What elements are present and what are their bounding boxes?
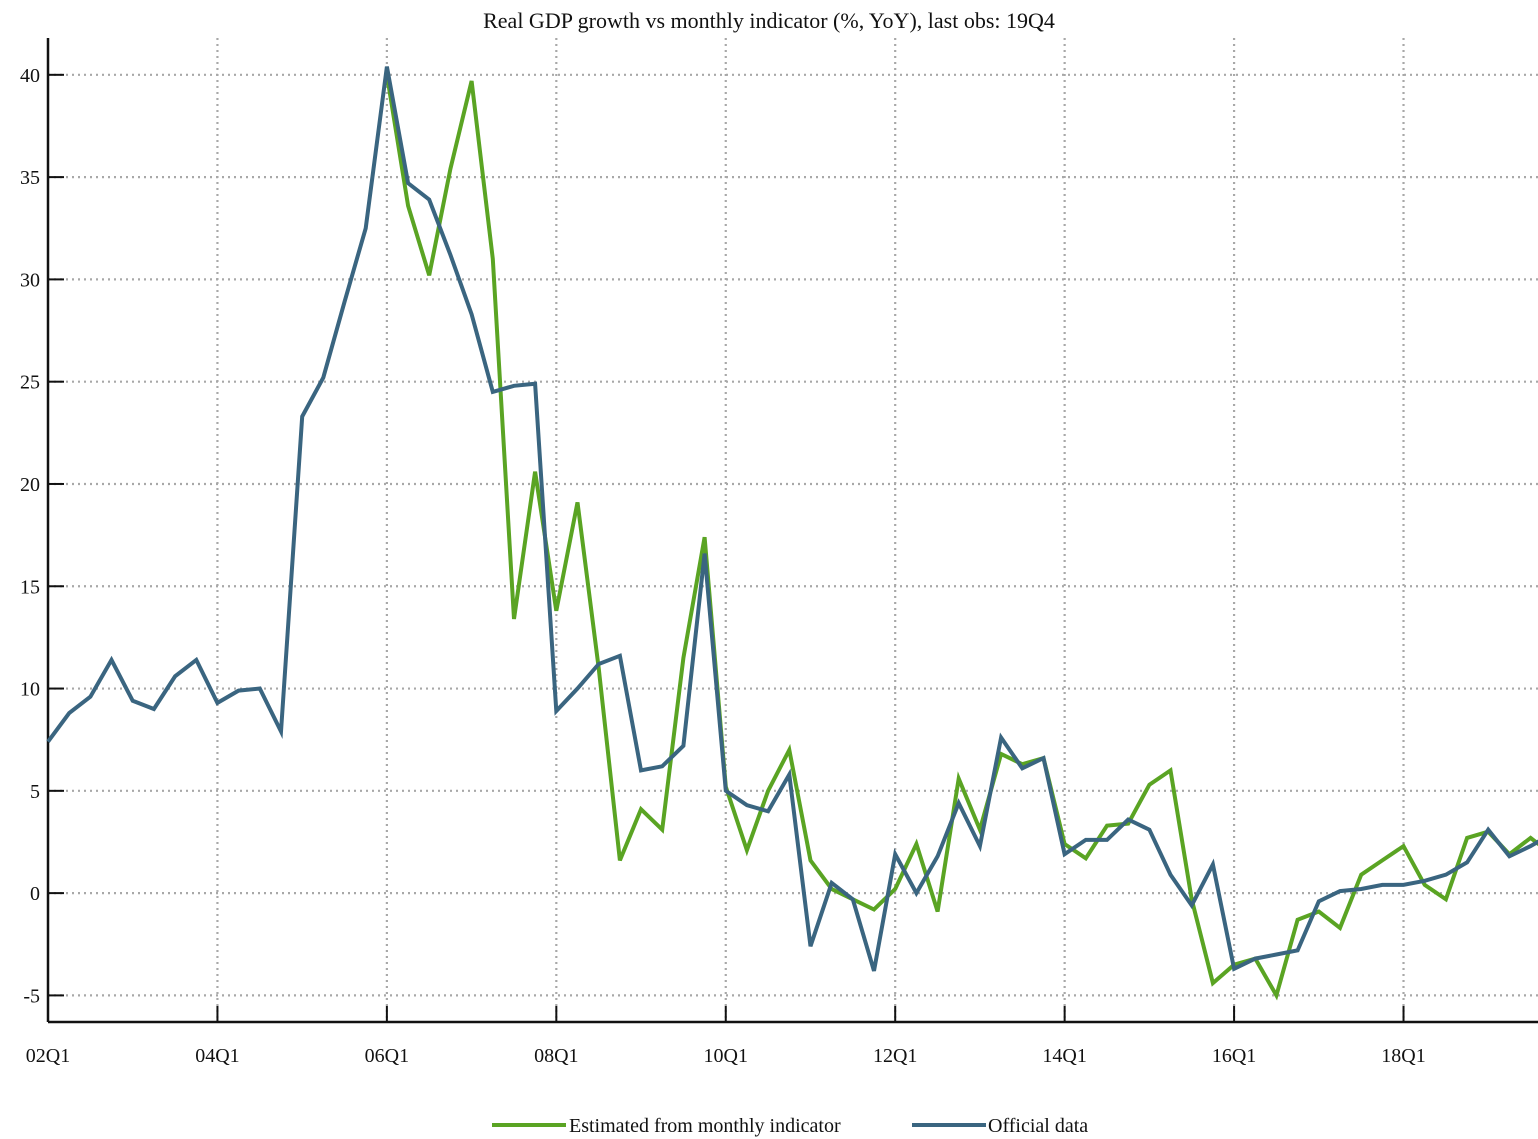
- x-tick-label: 06Q1: [365, 1045, 409, 1067]
- series-line-official: [46, 66, 1538, 972]
- x-tick-label: 12Q1: [873, 1045, 917, 1067]
- y-tick-label: 40: [20, 65, 40, 87]
- y-tick-label: 0: [30, 883, 40, 905]
- chart-title: Real GDP growth vs monthly indicator (%,…: [483, 8, 1055, 33]
- axes: -5 0 5 10 15 20 25 30 35 40 02Q1 04Q1 06Q1 08Q1 10Q1 12…: [20, 38, 1538, 1067]
- legend-label: Estimated from monthly indicator: [569, 1115, 841, 1137]
- legend-label: Official data: [988, 1115, 1088, 1137]
- y-tick-label: 25: [20, 372, 40, 394]
- x-tick-label: 18Q1: [1381, 1045, 1425, 1067]
- y-tick-label: -5: [23, 985, 40, 1007]
- y-tick-label: 20: [20, 474, 40, 496]
- y-tick-label: 10: [20, 679, 40, 701]
- series-line-estimated: [384, 74, 1538, 1001]
- series-lines: [46, 66, 1538, 1001]
- y-tick-label: 35: [20, 167, 40, 189]
- x-tick-label: 14Q1: [1042, 1045, 1086, 1067]
- x-tick-label: 02Q1: [26, 1045, 70, 1067]
- y-tick-label: 30: [20, 269, 40, 291]
- x-tick-label: 08Q1: [534, 1045, 578, 1067]
- x-tick-label: 16Q1: [1212, 1045, 1256, 1067]
- legend: Estimated from monthly indicator Official…: [492, 1115, 1088, 1137]
- y-tick-label: 15: [20, 576, 40, 598]
- x-tick-label: 04Q1: [195, 1045, 239, 1067]
- x-tick-label: 10Q1: [704, 1045, 748, 1067]
- grid: [48, 38, 1538, 1022]
- y-tick-label: 5: [30, 781, 40, 803]
